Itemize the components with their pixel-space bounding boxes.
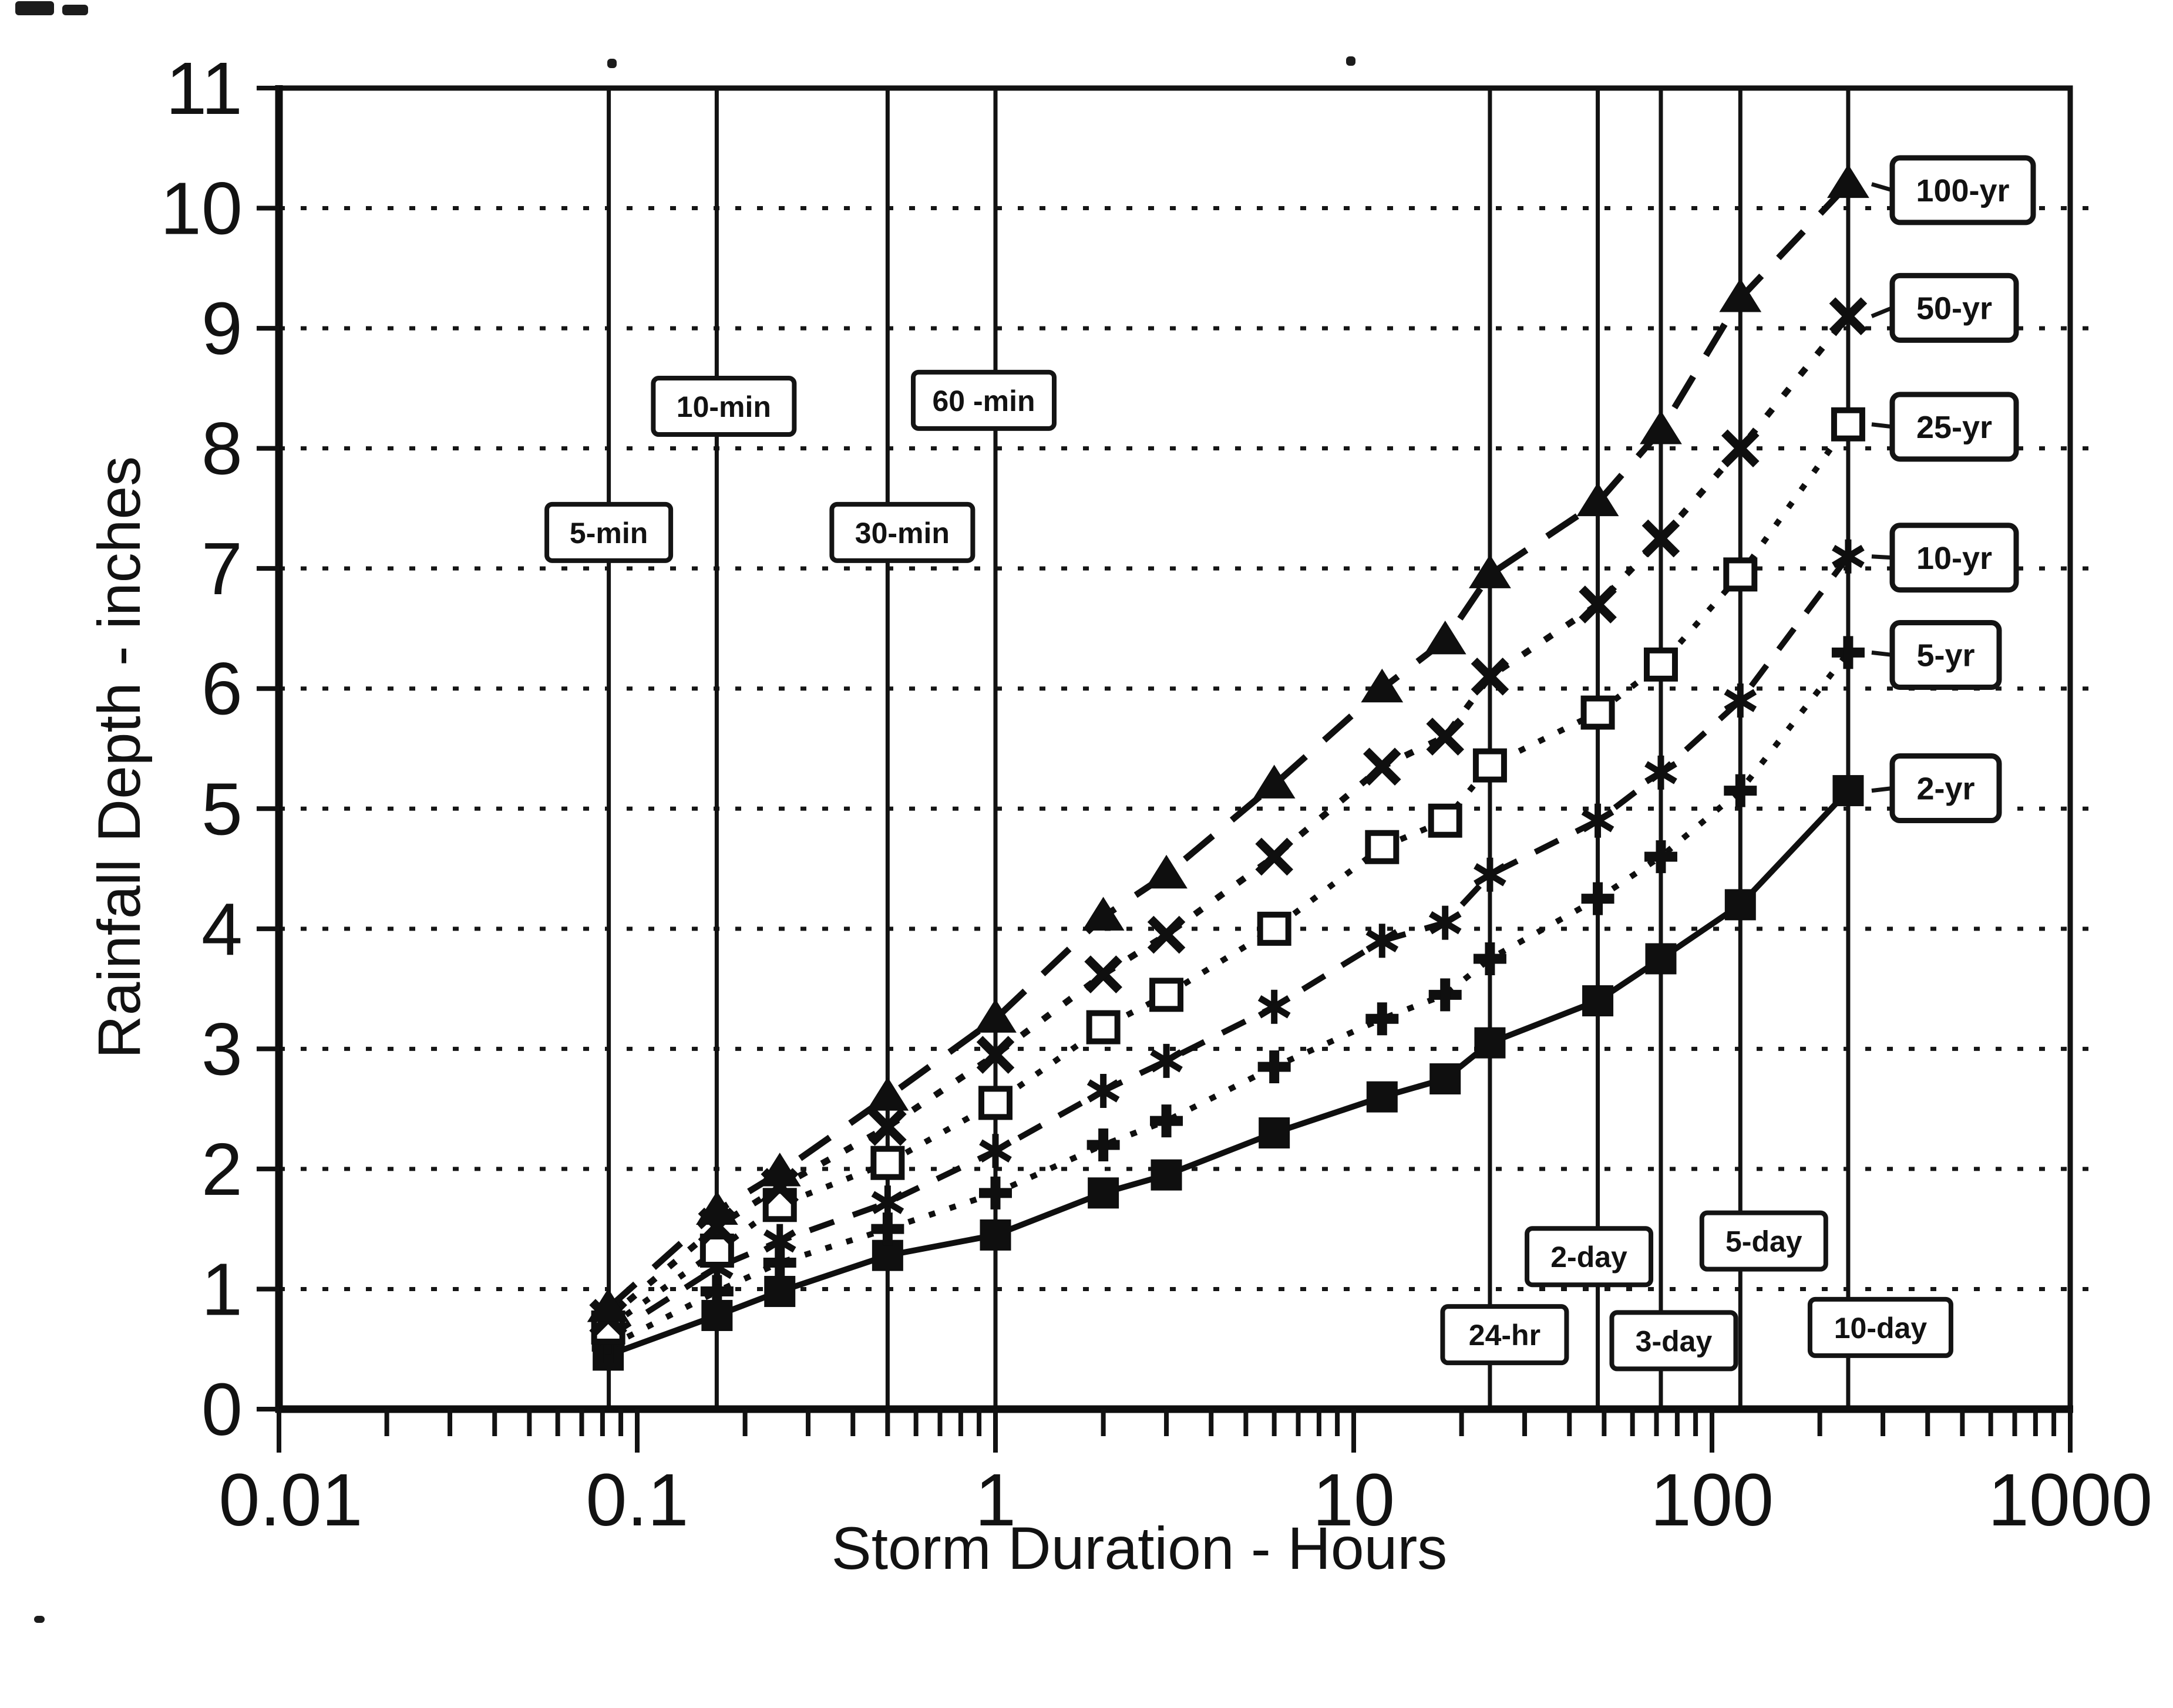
series-100-yr xyxy=(587,164,1869,1322)
scan-artifact xyxy=(62,5,88,15)
y-tick-label-1: 1 xyxy=(201,1248,243,1330)
legend: 100-yr 50-yr 25-yr 10-yr 5-yr 2-yr xyxy=(1871,155,2036,823)
duration-label-text: 2-day xyxy=(1550,1241,1627,1274)
x-tick-label-0.1: 0.1 xyxy=(586,1458,688,1541)
x-axis-ticks: 0.01 0.1 1 10 100 1000 xyxy=(218,1409,2152,1541)
legend-box-50-yr xyxy=(1889,272,2019,343)
legend-box-5-yr xyxy=(1889,619,2002,690)
y-tick-label-6: 6 xyxy=(201,648,243,730)
y-tick-label-11: 11 xyxy=(166,47,243,130)
duration-label-text: 60 -min xyxy=(932,385,1035,417)
duration-label-box-60-min xyxy=(911,369,1057,431)
y-tick-label-9: 9 xyxy=(201,287,243,370)
y-tick-label-8: 8 xyxy=(201,407,243,490)
duration-label-text: 10-day xyxy=(1834,1312,1928,1345)
duration-label-text: 3-day xyxy=(1636,1325,1713,1357)
duration-label-box-30-min xyxy=(829,501,976,563)
series-25-yr xyxy=(591,407,1865,1345)
y-tick-label-0: 0 xyxy=(201,1368,243,1451)
legend-connector-10-yr xyxy=(1871,554,1893,560)
legend-label-100-yr: 100-yr xyxy=(1916,173,2009,208)
y-axis-title: Rainfall Depth - inches xyxy=(86,456,153,1059)
y-tick-label-3: 3 xyxy=(201,1008,243,1090)
scan-artifact xyxy=(15,1,54,15)
x-tick-label-10: 10 xyxy=(1313,1458,1395,1541)
y-tick-label-2: 2 xyxy=(201,1128,243,1211)
y-tick-label-10: 10 xyxy=(160,167,243,250)
y-tick-label-7: 7 xyxy=(201,527,243,610)
legend-label-50-yr: 50-yr xyxy=(1916,291,1992,326)
legend-connector-100-yr xyxy=(1871,182,1893,193)
legend-connector-5-yr xyxy=(1871,650,1893,657)
duration-label-box-24-hr xyxy=(1440,1304,1569,1366)
series-100-yr-line xyxy=(606,181,1851,1311)
legend-label-2-yr: 2-yr xyxy=(1916,772,1974,807)
duration-label-box-10-day xyxy=(1807,1296,1953,1358)
x-tick-label-100: 100 xyxy=(1650,1458,1774,1541)
legend-label-5-yr: 5-yr xyxy=(1916,638,1974,673)
y-tick-label-4: 4 xyxy=(201,888,243,971)
legend-connector-2-yr xyxy=(1871,786,1893,793)
y-axis-ticks: 0 1 2 3 4 5 6 7 8 9 10 11 xyxy=(160,47,279,1451)
scan-artifact xyxy=(607,59,617,68)
legend-connector-25-yr xyxy=(1871,422,1893,429)
y-tick-label-5: 5 xyxy=(201,767,243,850)
y-gridlines xyxy=(279,206,2104,1291)
x-tick-label-0.01: 0.01 xyxy=(218,1458,362,1541)
duration-label-box-5-min xyxy=(544,501,674,563)
duration-label-text: 30-min xyxy=(855,517,950,550)
legend-label-10-yr: 10-yr xyxy=(1916,541,1992,576)
scan-artifacts xyxy=(15,1,1355,1623)
duration-labels: 5-min 10-min 30-min 60 -min 24-hr 2-day 3-day 5… xyxy=(544,369,1953,1372)
duration-label-text: 5-min xyxy=(570,517,648,550)
duration-label-box-5-day xyxy=(1699,1210,1828,1272)
legend-box-100-yr xyxy=(1889,155,2036,225)
legend-box-2-yr xyxy=(1889,753,2002,823)
x-tick-label-1: 1 xyxy=(975,1458,1016,1541)
plot-border xyxy=(275,85,2073,1413)
duration-label-text: 24-hr xyxy=(1469,1319,1540,1352)
axis-titles: Storm Duration - Hours Rainfall Depth - i… xyxy=(86,456,1447,1582)
x-tick-label-1000: 1000 xyxy=(1988,1458,2152,1541)
scan-artifact xyxy=(34,1616,45,1623)
legend-box-10-yr xyxy=(1889,523,2019,593)
duration-label-box-10-min xyxy=(651,376,797,437)
duration-label-box-3-day xyxy=(1609,1310,1738,1372)
legend-connector-50-yr xyxy=(1871,306,1893,318)
x-axis-title: Storm Duration - Hours xyxy=(832,1515,1448,1582)
duration-label-text: 5-day xyxy=(1725,1225,1802,1258)
duration-label-text: 10-min xyxy=(677,390,771,423)
duration-label-box-2-day xyxy=(1525,1226,1654,1288)
legend-box-25-yr xyxy=(1889,392,2019,462)
scan-artifact xyxy=(1346,56,1355,66)
series-2-yr xyxy=(593,775,1864,1371)
legend-label-25-yr: 25-yr xyxy=(1916,410,1992,445)
